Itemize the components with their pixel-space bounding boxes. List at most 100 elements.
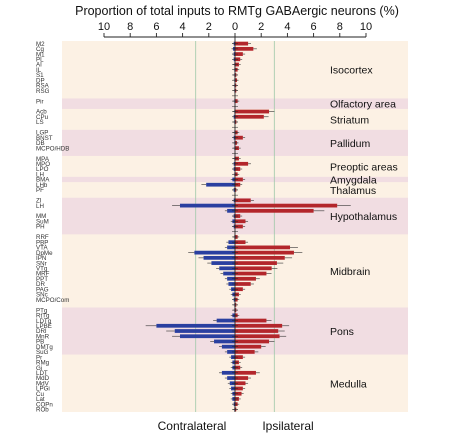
row-label: Gi xyxy=(36,365,42,372)
row-label: PH xyxy=(36,224,45,231)
row-label: PBP xyxy=(36,239,48,246)
ipsilateral-bar xyxy=(235,323,283,328)
region-label: Amygdala xyxy=(330,174,377,186)
region-label: Preoptic areas xyxy=(330,161,398,173)
ipsilateral-bar xyxy=(235,334,280,339)
row-label: PPT xyxy=(36,276,48,283)
row-label: M2 xyxy=(36,41,45,48)
region-label: Striatum xyxy=(330,114,369,126)
row-label: Cg xyxy=(36,46,44,53)
ipsilateral-bar xyxy=(235,224,243,229)
region-label: Pons xyxy=(330,326,354,338)
contralateral-bar xyxy=(227,376,235,380)
x-tick-label: 10 xyxy=(360,21,372,33)
ipsilateral-bar xyxy=(235,381,246,386)
x-tick-label: 6 xyxy=(153,21,159,33)
row-label: Cu xyxy=(36,391,44,398)
ipsilateral-bar xyxy=(235,329,279,333)
contralateral-bar xyxy=(227,208,235,213)
contralateral-bar xyxy=(228,240,235,245)
axes: 10 8 6 4 2 0 2 4 6 8 10 xyxy=(98,21,372,412)
region-label: Hypothalamus xyxy=(330,211,397,223)
ipsilateral-bar xyxy=(235,245,291,250)
ipsilateral-bar xyxy=(235,114,264,119)
row-label: SNc xyxy=(36,292,48,299)
row-label: RSA xyxy=(36,83,50,90)
row-label: LPBE xyxy=(36,323,52,330)
row-label: LGP xyxy=(36,130,48,137)
contralateral-bar xyxy=(227,245,235,250)
row-label: S1 xyxy=(36,72,44,79)
ipsilateral-bar xyxy=(235,161,249,166)
row-label: PF xyxy=(36,187,44,194)
ipsilateral-bar xyxy=(235,219,246,224)
row-label: DB xyxy=(36,140,45,147)
ipsilateral-bar xyxy=(235,198,251,203)
ipsilateral-bar xyxy=(235,261,277,265)
row-label: IL xyxy=(36,67,42,74)
row-label: DR xyxy=(36,281,45,288)
contralateral-bar xyxy=(223,271,235,276)
x-tick-label: 2 xyxy=(206,21,212,33)
row-label: AI xyxy=(36,62,42,69)
row-label: BNST xyxy=(36,135,53,142)
row-label: LH xyxy=(36,203,44,210)
x-tick-label: 4 xyxy=(180,21,186,33)
x-tick-label: 8 xyxy=(337,21,343,33)
row-label: LH xyxy=(36,171,44,178)
row-label: Acb xyxy=(36,109,47,116)
row-label: RtTg xyxy=(36,313,50,320)
contralateral-bar xyxy=(179,203,235,208)
labels: Isocortex Olfactory area Striatum Pallidum P… xyxy=(36,41,398,414)
row-label: LDTg xyxy=(36,318,52,325)
ipsilateral-bar xyxy=(235,250,294,255)
contralateral-bar xyxy=(214,339,235,344)
contralateral-bar xyxy=(194,250,235,255)
ipsilateral-bar xyxy=(235,339,270,344)
row-label: MPO xyxy=(36,161,50,168)
row-label: MnR xyxy=(36,333,50,340)
row-label: MCPO/Com xyxy=(36,297,69,304)
ipsilateral-bar xyxy=(235,177,243,182)
region-label: Thalamus xyxy=(330,185,376,197)
ipsilateral-bar xyxy=(235,287,243,292)
contralateral-bar xyxy=(228,282,235,286)
x-tick-label: 6 xyxy=(311,21,317,33)
ipsilateral-bar xyxy=(235,41,249,46)
ipsilateral-bar xyxy=(235,109,270,114)
contralateral-bar xyxy=(219,266,235,271)
ipsilateral-bar xyxy=(235,376,249,380)
row-label: ROb xyxy=(36,407,49,414)
contralateral-bar xyxy=(227,276,235,281)
contralateral-bar xyxy=(211,261,235,265)
row-label: SuG xyxy=(36,349,49,356)
contralateral-bar xyxy=(216,318,235,323)
row-label: DP xyxy=(36,77,45,84)
contralateral-bar xyxy=(156,323,235,328)
row-label: LPGi xyxy=(36,386,50,393)
row-label: LDT xyxy=(36,370,48,377)
ipsilateral-bar xyxy=(235,266,272,271)
row-label: IPN xyxy=(36,255,46,262)
row-label: M1 xyxy=(36,51,45,58)
row-label: PTg xyxy=(36,307,48,314)
ipsilateral-label: Ipsilateral xyxy=(262,419,313,433)
row-label: PAG xyxy=(36,286,49,293)
ipsilateral-bar xyxy=(235,386,243,391)
chart-title: Proportion of total inputs to RMTg GABAe… xyxy=(75,4,399,18)
row-label: RMg xyxy=(36,360,50,367)
ipsilateral-bar xyxy=(235,282,251,286)
row-label: MM xyxy=(36,213,46,220)
row-label: MCPO/HDB xyxy=(36,145,69,152)
contralateral-bar xyxy=(174,329,235,333)
row-label: MPA xyxy=(36,156,50,163)
region-label: Medulla xyxy=(330,378,367,390)
row-label: COPn xyxy=(36,401,53,408)
ipsilateral-bar xyxy=(235,391,242,396)
ipsilateral-bar xyxy=(235,255,285,260)
row-label: RSG xyxy=(36,88,50,95)
row-label: MRF xyxy=(36,271,50,278)
reference-lines xyxy=(195,41,275,412)
